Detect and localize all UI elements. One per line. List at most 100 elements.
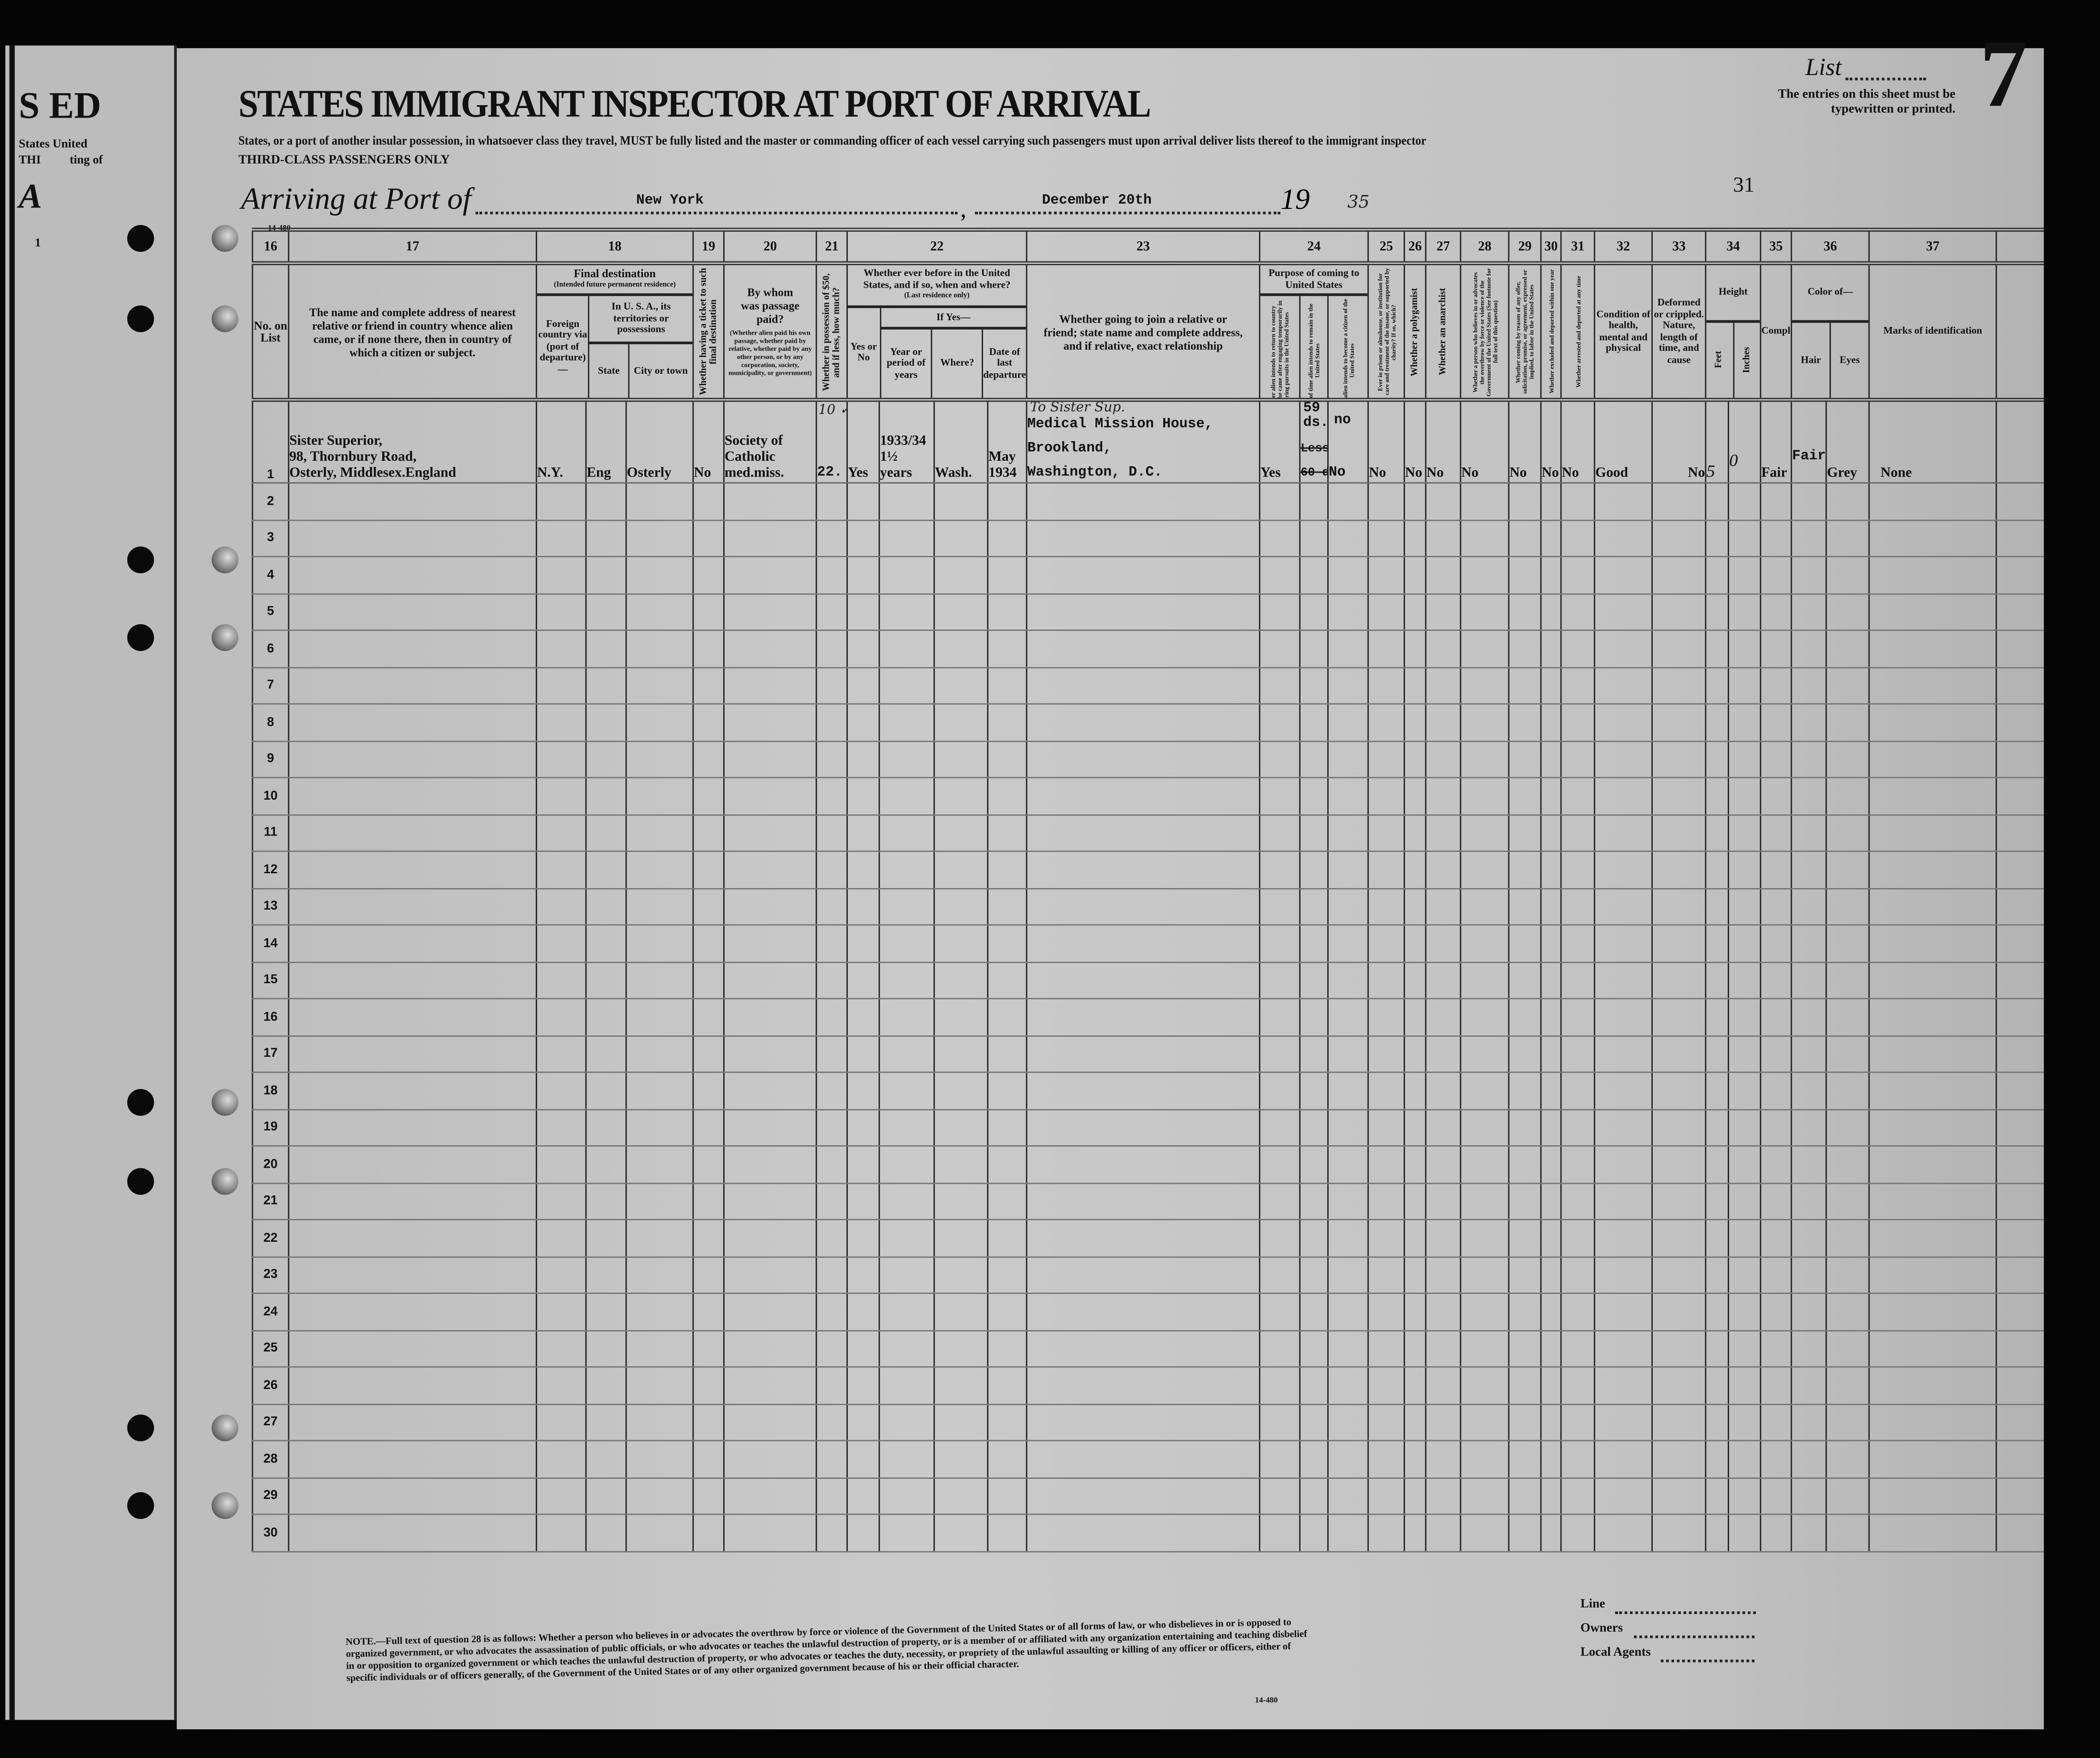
table-row: 6 (251, 630, 2044, 668)
empty-cell (625, 1146, 693, 1183)
empty-cell (1651, 1367, 1706, 1405)
empty-cell (1540, 740, 1561, 779)
empty-cell (585, 704, 627, 742)
empty-cell (1404, 925, 1426, 963)
empty-cell (1404, 1477, 1426, 1515)
empty-cell (1259, 704, 1300, 742)
empty-cell (288, 630, 537, 668)
empty-cell (723, 1477, 817, 1515)
empty-cell (1460, 1330, 1509, 1368)
col-num: 20 (723, 228, 817, 265)
empty-cell (1327, 740, 1368, 779)
empty-cell (723, 888, 817, 926)
empty-cell (933, 483, 988, 521)
empty-cell (987, 1367, 1027, 1405)
empty-cell (1594, 704, 1652, 742)
empty-cell (1651, 520, 1706, 557)
empty-cell (1728, 1367, 1761, 1405)
empty-cell (1825, 1403, 1869, 1442)
empty-cell (846, 1293, 879, 1331)
empty-cell (585, 630, 627, 668)
empty-cell (846, 593, 879, 631)
empty-cell (1705, 814, 1729, 852)
empty-cell (1327, 1514, 1368, 1552)
row-number: 18 (251, 1072, 289, 1110)
empty-cell (288, 1109, 537, 1147)
empty-cell (1594, 777, 1652, 815)
empty-cell (815, 593, 847, 631)
empty-cell (1760, 1183, 1792, 1220)
row-number: 2 (251, 483, 289, 521)
empty-cell (846, 1035, 879, 1073)
port-value: New York (636, 193, 704, 209)
empty-cell (933, 593, 988, 631)
empty-cell (1327, 1367, 1368, 1405)
empty-cell (1760, 1219, 1792, 1258)
empty-cell (288, 520, 537, 557)
empty-cell (846, 1477, 879, 1515)
empty-cell (1995, 962, 2044, 999)
empty-cell (1026, 556, 1260, 594)
empty-cell (846, 962, 879, 999)
empty-cell (1299, 630, 1328, 668)
empty-cell (815, 704, 847, 742)
empty-cell (1259, 1256, 1300, 1294)
empty-cell (878, 925, 934, 963)
empty-cell (625, 630, 693, 668)
empty-cell (1299, 1403, 1328, 1442)
empty-cell (625, 1256, 693, 1294)
empty-cell (1995, 888, 2044, 926)
empty-cell (585, 1440, 627, 1478)
table-row: 16 (251, 998, 2044, 1036)
empty-cell (1540, 1183, 1561, 1220)
cell-purpose-citizen: no No (1327, 400, 1368, 484)
empty-cell (723, 925, 817, 963)
empty-cell (1026, 704, 1260, 742)
table-row: 7 (251, 667, 2044, 705)
empty-cell (1594, 998, 1652, 1036)
empty-cell (1825, 1367, 1869, 1405)
empty-cell (1790, 740, 1827, 779)
left-text-fragment: ting of (69, 152, 103, 166)
empty-cell (535, 1035, 586, 1073)
empty-cell (1404, 1514, 1426, 1552)
empty-cell (878, 704, 934, 742)
empty-cell (1540, 851, 1561, 889)
empty-cell (1508, 593, 1541, 631)
empty-cell (585, 1109, 627, 1147)
empty-cell (878, 1367, 934, 1405)
empty-cell (1404, 777, 1426, 815)
empty-cell (585, 1072, 627, 1110)
empty-cell (585, 667, 627, 705)
purpose-return-label: Whether alien intends to return to count… (1269, 301, 1290, 400)
empty-cell (1594, 1219, 1652, 1258)
empty-cell (815, 814, 847, 852)
empty-cell (1508, 704, 1541, 742)
empty-cell (1705, 1514, 1729, 1552)
empty-cell (1560, 1219, 1595, 1258)
table-row: 13 (251, 888, 2044, 926)
empty-cell (1540, 630, 1561, 668)
list-line (1845, 77, 1926, 81)
cell-before-where: Wash. (933, 400, 988, 484)
joining-value: Medical Mission House, Brookland, Washin… (1027, 416, 1213, 481)
previous-page-edge: S ED States United THI ting of A 1 (5, 45, 177, 1720)
empty-cell (1760, 1440, 1792, 1478)
empty-cell (815, 1183, 847, 1220)
binder-hole (127, 1492, 154, 1519)
empty-cell (987, 1219, 1027, 1258)
empty-cell (1760, 667, 1792, 705)
col-num: 18 (535, 228, 693, 265)
empty-cell (1728, 1109, 1761, 1147)
empty-cell (1825, 1146, 1869, 1183)
empty-cell (1299, 1367, 1328, 1405)
empty-cell (535, 1219, 586, 1258)
empty-cell (1594, 1109, 1652, 1147)
empty-cell (1825, 1183, 1869, 1220)
empty-cell (1508, 1293, 1541, 1331)
empty-cell (1425, 1035, 1461, 1073)
left-col-number: 1 (34, 236, 41, 250)
empty-cell (288, 593, 537, 631)
empty-cell (933, 630, 988, 668)
empty-cell (878, 998, 934, 1036)
